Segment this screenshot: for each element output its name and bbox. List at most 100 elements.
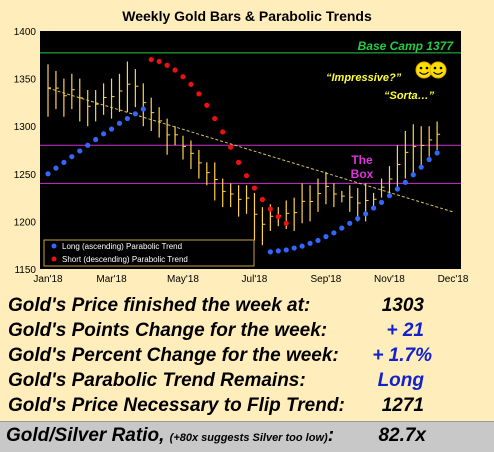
- long-trend-dot: [370, 205, 377, 211]
- legend-marker-short: [51, 256, 57, 262]
- long-trend-dot: [378, 199, 385, 205]
- long-trend-dot: [434, 150, 440, 156]
- short-trend-dot: [275, 214, 281, 220]
- stat-row: Gold's Price finished the week at: 1303: [0, 293, 494, 321]
- smiley-face-icon: [415, 61, 433, 79]
- stat-label-price: Gold's Price finished the week at:: [8, 295, 311, 316]
- price-bars: [47, 61, 441, 246]
- smiley-face-icon: [429, 61, 447, 79]
- long-trend-dot: [267, 249, 273, 255]
- long-trend-dot: [347, 220, 353, 226]
- legend-marker-long: [51, 243, 57, 249]
- annotation-impressive: “Impressive?”: [326, 72, 402, 84]
- stat-row: Gold's Percent Change for the week: + 1.…: [0, 343, 494, 371]
- x-tick-label: Nov'18: [374, 274, 405, 285]
- long-trend-dot: [331, 230, 337, 236]
- long-trend-dot: [61, 159, 67, 165]
- short-trend-dot: [164, 62, 170, 68]
- ratio-note: (+80x suggests Silver too low): [169, 432, 328, 444]
- stat-value-price: 1303: [381, 295, 424, 316]
- long-trend-dot: [124, 115, 131, 122]
- short-trend-dot: [220, 129, 226, 135]
- long-trend-dot: [108, 126, 115, 132]
- short-trend-dot: [243, 173, 250, 179]
- short-trend-dot: [204, 102, 210, 108]
- long-trend-dot: [355, 215, 361, 222]
- long-trend-dot: [315, 237, 321, 244]
- long-trend-dot: [85, 142, 91, 148]
- box-label-line-1: The: [351, 153, 373, 167]
- long-trend-dot: [100, 131, 107, 137]
- annotation-sorta: “Sorta…”: [384, 90, 435, 102]
- long-trend-dot: [299, 243, 305, 249]
- stat-label-trend: Gold's Parabolic Trend Remains:: [8, 370, 306, 391]
- y-tick-label: 1300: [14, 122, 37, 133]
- long-trend-dot: [275, 248, 281, 254]
- short-trend-dot: [251, 185, 258, 191]
- long-trend-dot: [363, 211, 369, 217]
- stat-value-flip: 1271: [381, 395, 424, 416]
- long-trend-dot: [402, 179, 408, 185]
- short-trend-dot: [188, 81, 194, 87]
- long-trend-dot: [307, 240, 313, 246]
- reference-lines: [40, 52, 461, 213]
- legend-entry-short: Short (descending) Parabolic Trend: [62, 255, 188, 264]
- ratio-label-group: Gold/Silver Ratio, (+80x suggests Silver…: [6, 425, 334, 447]
- x-tick-label: Jan'18: [33, 274, 63, 285]
- x-tick-label: Sep'18: [311, 274, 342, 285]
- stat-row: Gold's Parabolic Trend Remains: Long: [0, 368, 494, 396]
- long-trend-dot: [386, 193, 393, 199]
- long-trend-dot: [418, 164, 424, 170]
- short-trend-dot: [196, 91, 202, 97]
- long-trend-dot: [283, 247, 289, 253]
- stat-value-percent: + 1.7%: [372, 345, 432, 366]
- long-trend-dot: [426, 156, 432, 163]
- short-trend-dot: [235, 159, 242, 165]
- legend-entry-long: Long (ascending) Parabolic Trend: [62, 242, 182, 251]
- stat-label-points: Gold's Points Change for the week:: [8, 320, 328, 341]
- x-tick-label: Dec'18: [438, 274, 469, 285]
- short-trend-dot: [259, 196, 266, 203]
- chart-legend: Long (ascending) Parabolic Trend Short (…: [43, 239, 255, 267]
- ratio-label: Gold/Silver Ratio,: [6, 425, 165, 446]
- stat-label-flip: Gold's Price Necessary to Flip Trend:: [8, 395, 345, 416]
- ratio-colon: :: [327, 425, 335, 446]
- y-tick-label: 1150: [14, 265, 36, 276]
- short-trend-dot: [180, 74, 186, 80]
- long-trend-dot: [339, 225, 345, 231]
- long-trend-dot: [116, 120, 123, 126]
- short-trend-dot: [172, 67, 178, 73]
- long-trend-dot: [394, 186, 401, 192]
- short-trend-dot: [267, 206, 273, 212]
- long-trend-dot: [93, 136, 99, 143]
- x-tick-label: May'18: [167, 274, 199, 285]
- y-tick-label: 1250: [14, 170, 37, 181]
- y-tick-label: 1400: [14, 27, 37, 38]
- long-trend-dot: [140, 106, 146, 112]
- stat-value-points: + 21: [386, 320, 424, 341]
- x-tick-label: Mar'18: [96, 274, 127, 285]
- long-trend-dot: [53, 165, 59, 171]
- short-trend-dot: [148, 56, 154, 63]
- short-trend-dot: [228, 144, 234, 150]
- y-tick-label: 1200: [14, 217, 37, 228]
- long-trend-dot: [323, 234, 329, 240]
- short-trend-dot: [156, 58, 162, 65]
- short-trend-dot: [212, 115, 218, 122]
- stat-label-percent: Gold's Percent Change for the week:: [8, 345, 339, 366]
- stat-row: Gold's Points Change for the week: + 21: [0, 318, 494, 346]
- short-trend-dot: [283, 220, 289, 226]
- y-tick-label: 1350: [14, 75, 37, 86]
- long-trend-dot: [291, 245, 297, 251]
- stat-value-trend: Long: [377, 370, 424, 391]
- stats-panel: Gold's Price finished the week at: 1303 …: [0, 293, 494, 452]
- down-trendline: [47, 87, 454, 213]
- long-trend-dot: [45, 171, 51, 177]
- x-tick-label: Jul'18: [242, 274, 268, 285]
- long-trend-dot: [410, 172, 416, 178]
- ratio-row: Gold/Silver Ratio, (+80x suggests Silver…: [0, 421, 494, 452]
- stat-row: Gold's Price Necessary to Flip Trend: 12…: [0, 393, 494, 421]
- base-camp-label: Base Camp 1377: [358, 39, 455, 53]
- ratio-value: 82.7x: [378, 425, 426, 446]
